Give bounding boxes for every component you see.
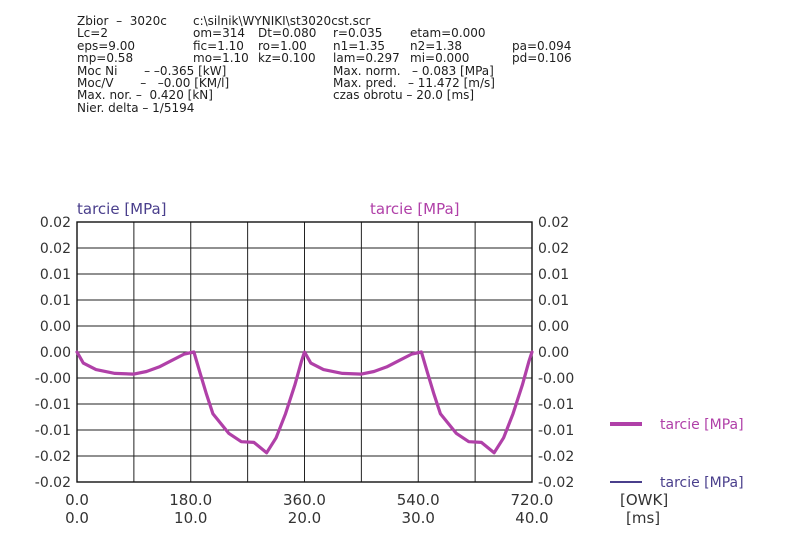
y-tick-label-left: -0.01 (35, 423, 71, 439)
y-tick-label-right: 0.00 (538, 319, 569, 335)
y-tick-label-right: -0.00 (538, 371, 574, 387)
header-param: n2=1.38 (410, 38, 463, 53)
header-param: lam=0.297 (333, 51, 400, 66)
header-param: Max. nor. – 0.420 [kN] (77, 88, 213, 103)
series-line-friction (75, 350, 534, 455)
header-param: fic=1.10 (193, 38, 244, 53)
header-param: Moc/V – –0.00 [KM/l] (77, 76, 230, 90)
y-tick-label-right: -0.01 (538, 397, 574, 413)
header-param: pd=0.106 (512, 51, 572, 66)
header-param: n1=1.35 (333, 38, 386, 53)
x-unit-deg: [OWK] (620, 491, 668, 509)
x-tick-label-deg: 0.0 (65, 491, 89, 509)
header-param: etam=0.000 (410, 26, 486, 41)
y-tick-label-right: 0.02 (538, 241, 569, 257)
y-tick-label-right: 0.00 (538, 345, 569, 361)
header-param: Zbior – 3020c (77, 14, 167, 28)
legend-label: tarcie [MPa] (660, 417, 744, 433)
left-axis-title: tarcie [MPa] (77, 200, 167, 218)
header-param: om=314 (193, 26, 245, 41)
y-tick-label-left: 0.02 (40, 241, 71, 257)
header-param: Max. norm. – 0.083 [MPa] (333, 63, 494, 78)
y-tick-label-left: 0.00 (40, 345, 71, 361)
y-tick-label-right: 0.01 (538, 293, 569, 309)
y-tick-label-right: 0.02 (538, 215, 569, 231)
y-tick-label-left: -0.01 (35, 397, 71, 413)
x-tick-label-deg: 540.0 (397, 491, 440, 509)
header-param: Lc=2 (77, 26, 108, 41)
header-param: r=0.035 (333, 26, 383, 41)
header-param: czas obrotu – 20.0 [ms] (333, 88, 475, 103)
x-tick-label-ms: 0.0 (65, 509, 89, 527)
header-param: Dt=0.080 (258, 26, 317, 41)
y-tick-label-left: 0.00 (40, 319, 71, 335)
y-tick-label-left: -0.00 (35, 371, 71, 387)
header-param: eps=9.00 (77, 38, 136, 53)
header-param: ro=1.00 (258, 38, 307, 53)
right-axis-title: tarcie [MPa] (370, 200, 460, 218)
x-tick-label-ms: 30.0 (402, 509, 435, 527)
y-tick-label-left: -0.02 (35, 449, 71, 465)
header-parameters: Zbior – 3020c c:\silnik\WYNIKI\st3020cst.… (0, 0, 787, 190)
header-param: Nier. delta – 1/5194 (77, 100, 195, 115)
y-tick-label-left: 0.02 (40, 215, 71, 231)
x-tick-label-deg: 180.0 (169, 491, 212, 509)
x-tick-label-deg: 720.0 (511, 491, 554, 509)
y-tick-label-left: -0.02 (35, 475, 71, 491)
header-param: mo=1.10 (193, 51, 249, 66)
x-tick-label-deg: 360.0 (283, 491, 326, 509)
y-tick-label-left: 0.01 (40, 293, 71, 309)
header-param: c:\silnik\WYNIKI\st3020cst.scr (193, 14, 371, 28)
header-param: kz=0.100 (258, 51, 316, 66)
header-param: mi=0.000 (410, 51, 470, 66)
y-tick-label-right: -0.01 (538, 423, 574, 439)
header-param: Max. pred. – 11.472 [m/s] (333, 76, 495, 90)
y-tick-label-left: 0.01 (40, 267, 71, 283)
header-param: Moc Ni – –0.365 [kW] (77, 63, 227, 78)
legend-label: tarcie [MPa] (660, 475, 744, 491)
y-tick-label-right: 0.01 (538, 267, 569, 283)
x-tick-label-ms: 40.0 (515, 509, 548, 527)
y-tick-label-right: -0.02 (538, 449, 574, 465)
x-tick-label-ms: 10.0 (174, 509, 207, 527)
y-tick-label-right: -0.02 (538, 475, 574, 491)
header-param: pa=0.094 (512, 38, 572, 53)
header-param: mp=0.58 (77, 51, 134, 66)
x-tick-label-ms: 20.0 (288, 509, 321, 527)
x-unit-ms: [ms] (626, 509, 660, 527)
